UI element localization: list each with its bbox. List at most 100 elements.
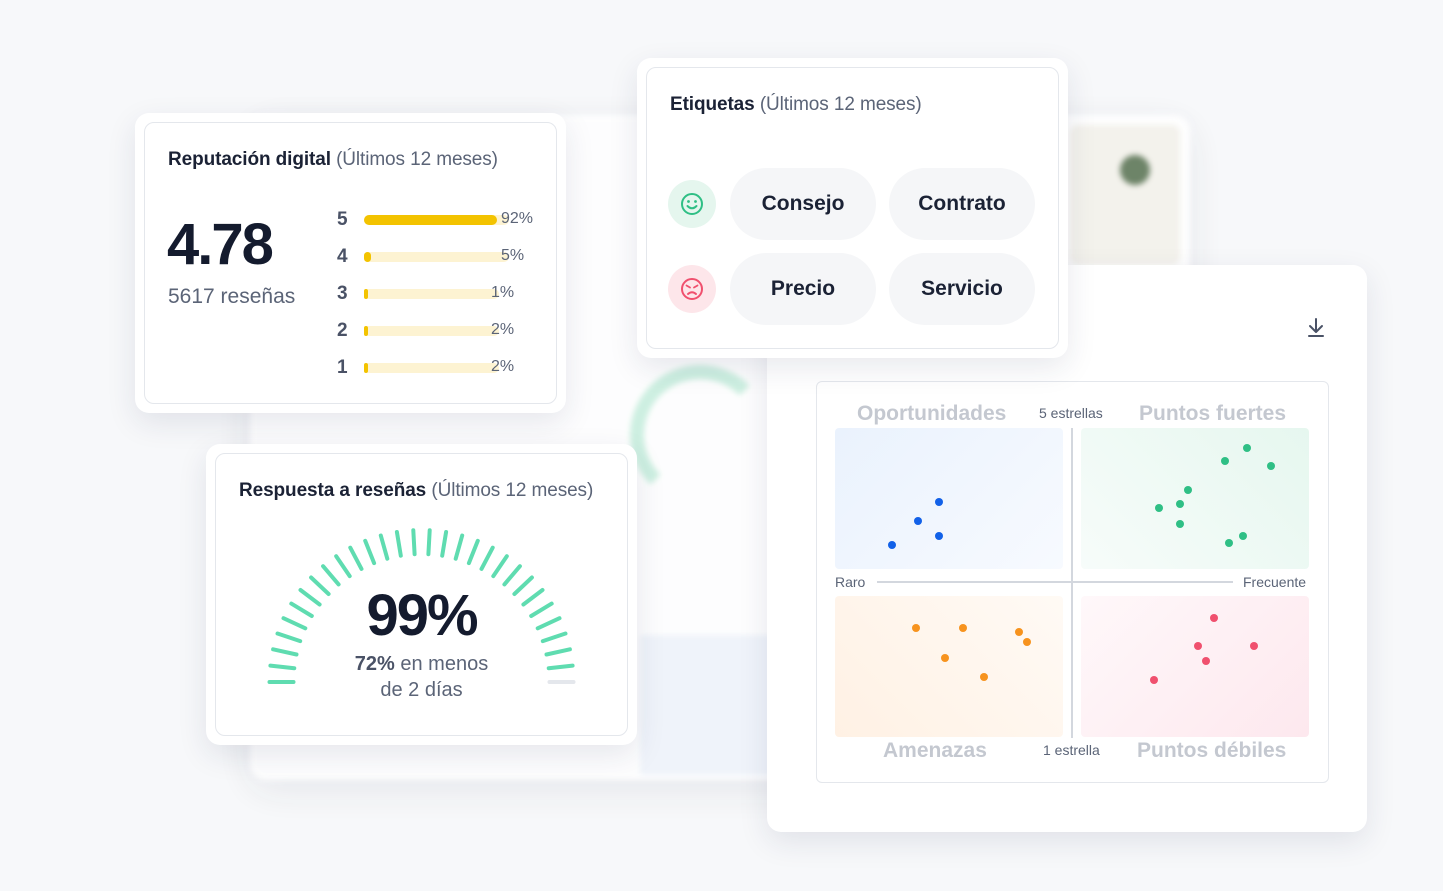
dot-strength [1184, 486, 1192, 494]
rating-value: 4.78 [167, 212, 274, 277]
dot-threat [1015, 628, 1023, 636]
background-gauge [630, 365, 770, 505]
distribution-row: 5 92% [335, 209, 535, 246]
distribution-percent: 2% [491, 358, 515, 375]
response-title-text: Respuesta a reseñas [239, 480, 427, 501]
reputation-card: Reputación digital (Últimos 12 meses) 4.… [135, 113, 566, 413]
quadrant-strengths [1081, 428, 1309, 569]
gauge-tick [535, 616, 562, 631]
dot-strength [1221, 457, 1229, 465]
distribution-percent: 92% [501, 210, 534, 227]
gauge-tick [540, 631, 568, 644]
dot-strength [1176, 520, 1184, 528]
distribution-bar [364, 326, 499, 336]
gauge-tick [521, 588, 545, 607]
dot-opportunity [914, 517, 922, 525]
gauge-tick [529, 601, 554, 618]
distribution-star: 2 [337, 320, 348, 341]
gauge-tick [453, 533, 465, 561]
response-period: (Últimos 12 meses) [431, 480, 594, 501]
response-card-border [215, 453, 628, 736]
reputation-title-text: Reputación digital [168, 149, 331, 170]
label-weaknesses: Puntos débiles [1137, 739, 1287, 762]
dot-weakness [1202, 657, 1210, 665]
gauge-tick [544, 647, 572, 657]
gauge-tick [411, 528, 417, 557]
distribution-star: 3 [337, 283, 348, 304]
gauge-tick [321, 564, 341, 587]
reputation-period: (Últimos 12 meses) [336, 149, 498, 170]
tag-consejo[interactable]: Consejo [730, 168, 876, 240]
axis-left-label: Raro [835, 574, 866, 590]
dot-strength [1243, 444, 1251, 452]
gauge-tick [502, 564, 522, 587]
dot-strength [1176, 500, 1184, 508]
distribution-percent: 5% [501, 247, 525, 264]
dot-weakness [1250, 642, 1258, 650]
background-panel [1070, 125, 1180, 265]
reputation-title: Reputación digital (Últimos 12 meses) [168, 149, 498, 171]
response-card: Respuesta a reseñas (Últimos 12 meses) 9… [206, 444, 637, 745]
reviews-count: 5617 reseñas [168, 285, 296, 308]
dot-weakness [1150, 676, 1158, 684]
label-opportunities: Oportunidades [857, 402, 1007, 425]
distribution-percent: 1% [491, 284, 515, 301]
distribution-fill [364, 326, 368, 336]
tag-contrato[interactable]: Contrato [889, 168, 1035, 240]
download-icon[interactable] [1305, 315, 1327, 339]
axis-top-label: 5 estrellas [1039, 405, 1103, 421]
distribution-row: 1 2% [335, 357, 535, 394]
distribution-fill [364, 363, 368, 373]
smile-icon [668, 180, 716, 228]
tag-precio[interactable]: Precio [730, 253, 876, 325]
gauge-tick [309, 575, 331, 596]
response-sub-strong: 72% [354, 653, 395, 675]
tags-title: Etiquetas (Últimos 12 meses) [670, 94, 922, 116]
dot-strength [1239, 532, 1247, 540]
response-value: 99% [366, 583, 478, 648]
vertical-axis [1071, 428, 1073, 738]
dot-threat [959, 624, 967, 632]
horizontal-axis [877, 581, 1233, 583]
axis-bottom-label: 1 estrella [1043, 742, 1100, 758]
gauge-tick [512, 575, 534, 596]
dot-strength [1155, 504, 1163, 512]
background-avatar [1120, 155, 1150, 185]
gauge-tick [348, 545, 364, 571]
dot-strength [1225, 539, 1233, 547]
axis-right-label: Frecuente [1243, 574, 1307, 590]
dot-threat [980, 673, 988, 681]
distribution-bar [364, 363, 499, 373]
dot-weakness [1194, 642, 1202, 650]
tags-title-text: Etiquetas [670, 94, 755, 115]
dot-weakness [1210, 614, 1218, 622]
gauge-tick [440, 530, 449, 558]
gauge-tick [289, 601, 314, 618]
gauge-tick [334, 554, 352, 579]
dot-threat [912, 624, 920, 632]
tags-period: (Últimos 12 meses) [759, 94, 922, 115]
distribution-star: 1 [337, 357, 348, 378]
tag-servicio[interactable]: Servicio [889, 253, 1035, 325]
distribution-bar [364, 252, 509, 262]
response-subtitle: 72% en menos de 2 días [206, 651, 637, 703]
quadrant-weaknesses [1081, 596, 1309, 737]
matrix-card: Oportunidades Puntos fuertes Amenazas Pu… [767, 265, 1367, 832]
distribution-fill [364, 289, 368, 299]
distribution-row: 2 2% [335, 320, 535, 357]
response-gauge [267, 528, 576, 684]
gauge-tick [466, 538, 480, 566]
gauge-tick [298, 588, 322, 607]
gauge-tick [426, 528, 432, 557]
distribution-row: 4 5% [335, 246, 535, 283]
dot-threat [941, 654, 949, 662]
distribution-star: 4 [337, 246, 348, 267]
quadrant-threats [835, 596, 1063, 737]
dot-opportunity [935, 498, 943, 506]
gauge-tick [281, 616, 308, 631]
gauge-tick [268, 663, 297, 671]
distribution-fill [364, 252, 372, 262]
tags-card: Etiquetas (Últimos 12 meses) Consejo Con… [637, 58, 1068, 358]
distribution-star: 5 [337, 209, 348, 230]
tags-card-border [646, 67, 1059, 349]
